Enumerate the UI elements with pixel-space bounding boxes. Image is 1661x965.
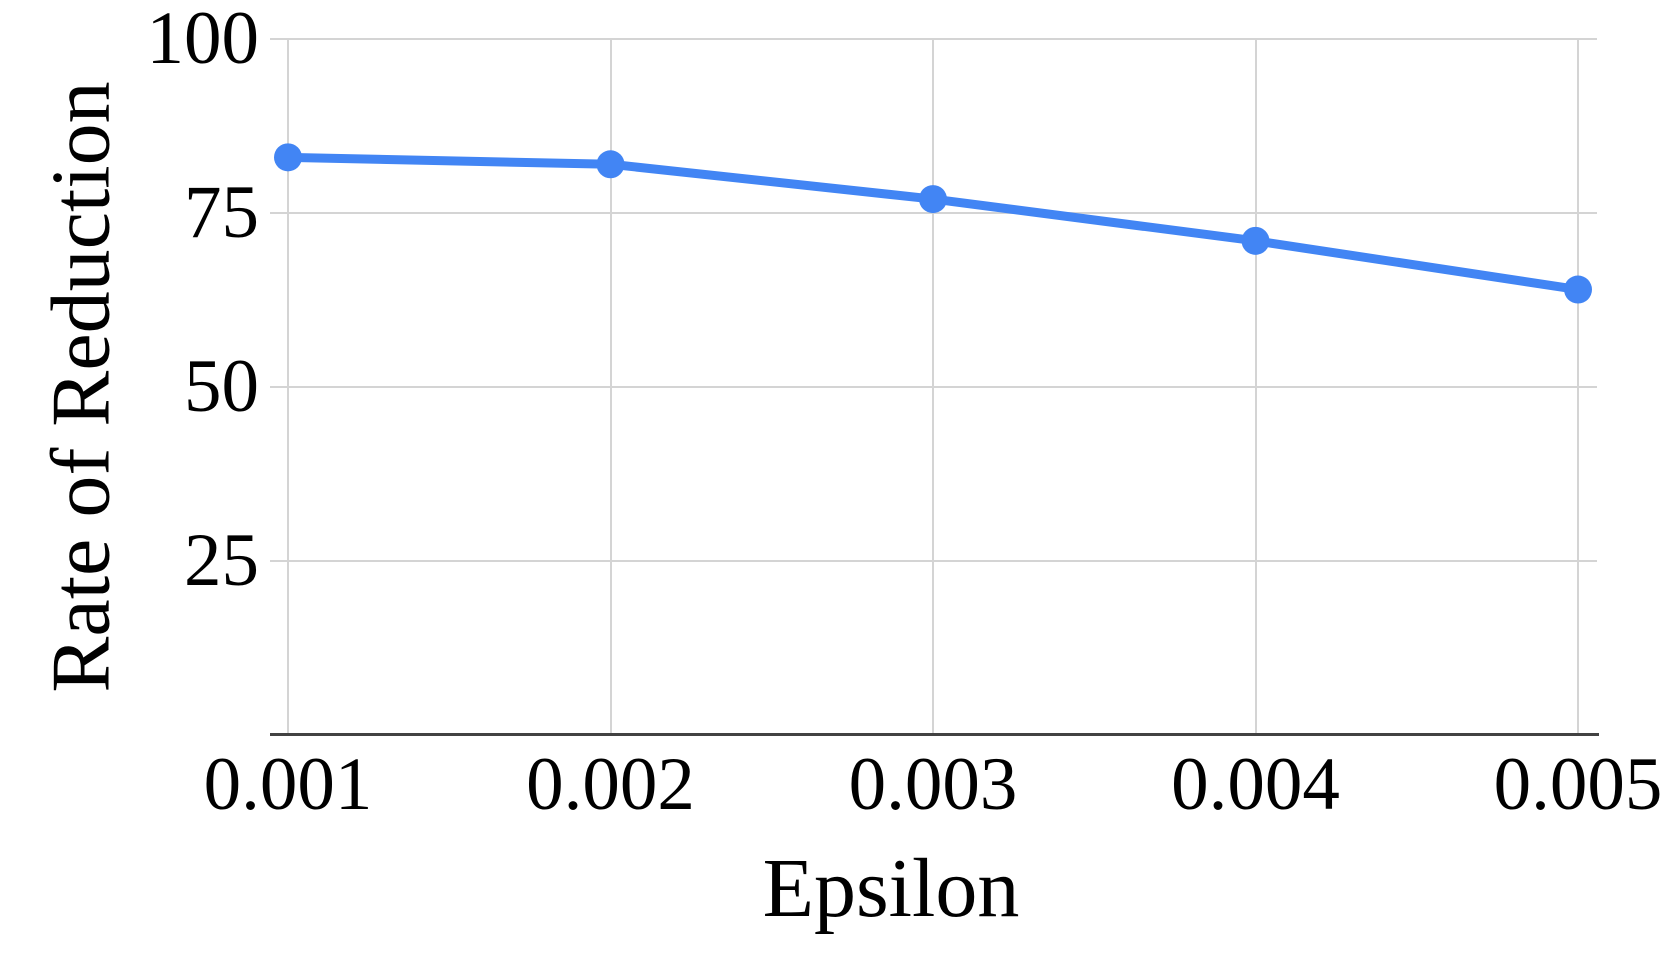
data-point	[274, 143, 302, 172]
y-tick-label: 100	[146, 0, 260, 80]
x-tick-label: 0.005	[1493, 743, 1661, 826]
x-tick-label: 0.004	[1171, 743, 1340, 826]
data-point	[1564, 275, 1592, 304]
gridline-vertical	[609, 39, 612, 735]
gridline-vertical	[932, 39, 934, 735]
data-line	[283, 152, 1583, 295]
gridline-vertical	[287, 39, 289, 735]
data-point	[919, 185, 947, 214]
gridline-vertical	[1254, 39, 1257, 735]
x-axis-title: Epsilon	[762, 842, 1020, 935]
y-axis-title: Rate of Reduction	[34, 81, 128, 693]
y-tick-label: 25	[184, 519, 259, 602]
x-tick-label: 0.003	[848, 743, 1018, 826]
y-tick-label: 75	[184, 171, 259, 254]
x-tick-label: 0.002	[526, 743, 695, 826]
data-point	[1241, 226, 1270, 255]
data-point	[596, 150, 625, 179]
gridline-vertical	[1577, 39, 1579, 735]
y-tick-label: 50	[184, 345, 259, 428]
x-tick-label: 0.001	[203, 743, 373, 826]
x-axis-line	[270, 733, 1599, 736]
data-series-layer	[274, 143, 1592, 304]
